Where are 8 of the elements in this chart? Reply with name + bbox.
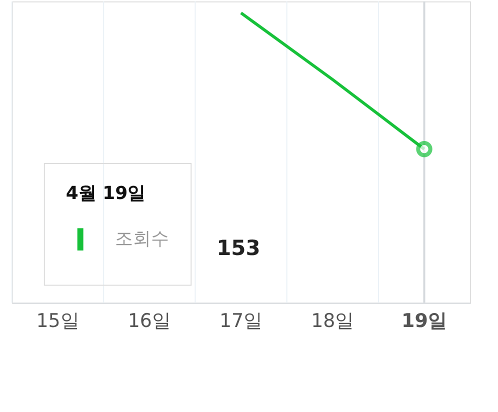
annotation: 153 [216,236,260,260]
x-tick-label: 18일 [311,310,354,332]
legend-label: 조회수 [114,228,169,250]
x-tick-label: 15일 [36,310,80,332]
annotation: 4월 19일 [66,182,146,204]
x-tick-label: 16일 [128,310,171,332]
x-tick-label: 17일 [219,310,263,332]
x-tick-label: 19일 [402,310,447,332]
